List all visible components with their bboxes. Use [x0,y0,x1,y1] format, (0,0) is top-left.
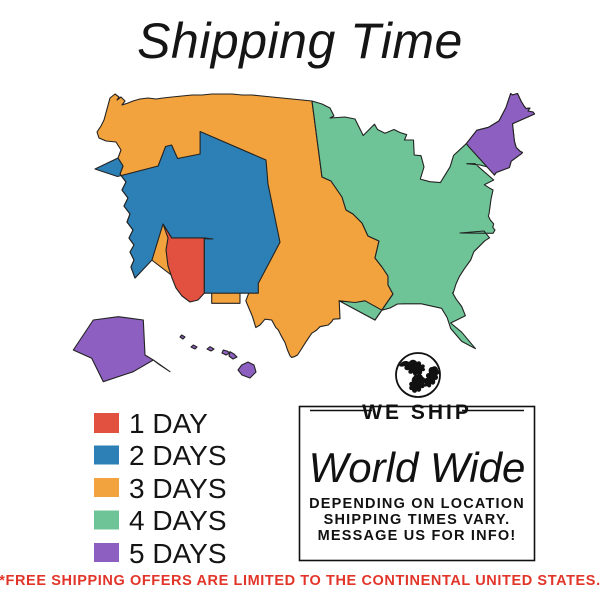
svg-text:*FREE SHIPPING OFFERS ARE LIMI: *FREE SHIPPING OFFERS ARE LIMITED TO THE… [0,573,600,589]
svg-text:SHIPPING TIMES VARY.: SHIPPING TIMES VARY. [324,512,511,528]
svg-text:4 DAYS: 4 DAYS [129,505,227,536]
svg-text:DEPENDING ON LOCATION: DEPENDING ON LOCATION [309,496,525,512]
svg-text:MESSAGE US FOR INFO!: MESSAGE US FOR INFO! [318,528,517,544]
svg-text:WE SHIP: WE SHIP [362,401,472,424]
svg-text:2 DAYS: 2 DAYS [129,440,227,471]
svg-text:1 DAY: 1 DAY [129,408,208,439]
svg-text:3 DAYS: 3 DAYS [129,473,227,504]
svg-text:5 DAYS: 5 DAYS [129,538,227,569]
svg-text:World Wide: World Wide [309,444,526,491]
svg-text:Shipping Time: Shipping Time [137,13,463,69]
